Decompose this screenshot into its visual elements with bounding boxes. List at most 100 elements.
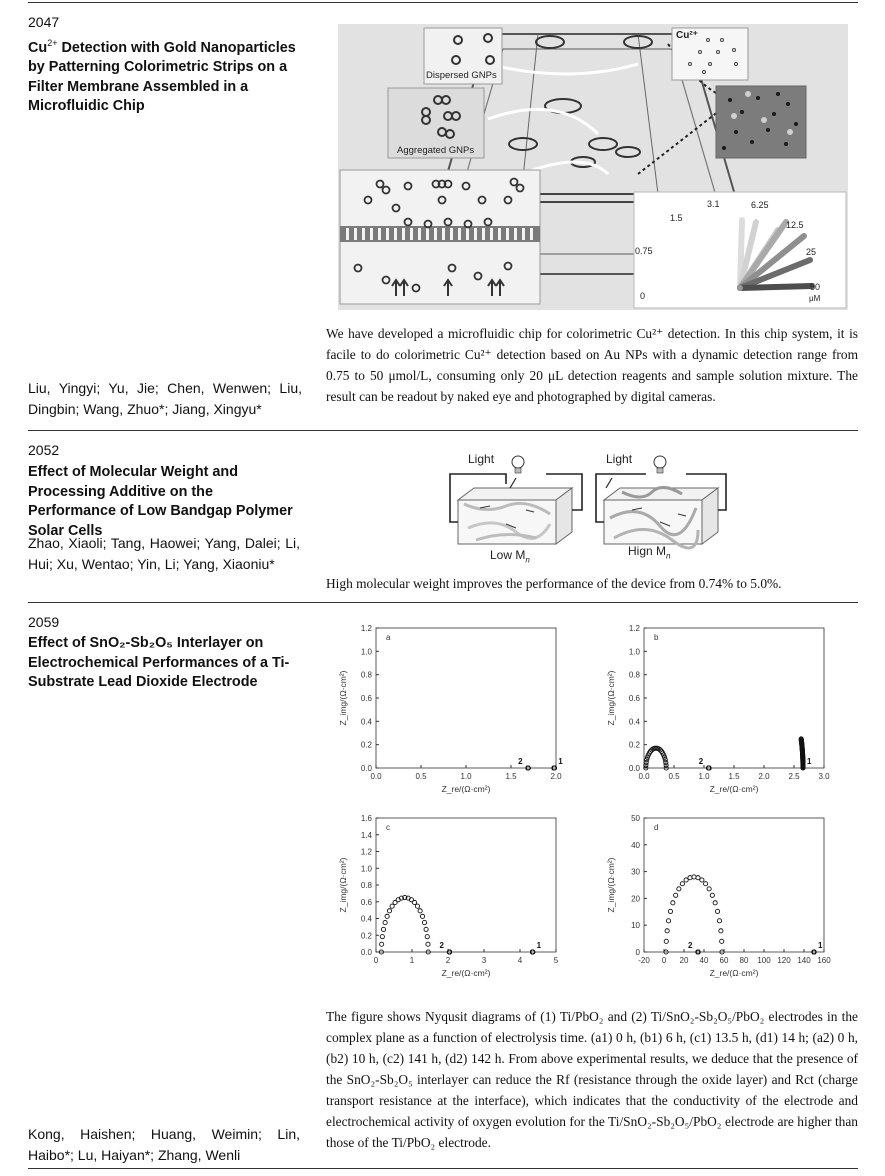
data-point — [643, 759, 649, 765]
light-label-right: Light — [606, 452, 633, 466]
y-tick-label: 1.6 — [361, 814, 373, 823]
data-point — [644, 754, 650, 760]
nyquist-panel-c: 0.0 0.2 0.4 0.6 0.8 1.0 1.2 1.4 1.6 0 1 2 3 4 5 c Z_re/(… — [338, 814, 559, 978]
y-tick-label: 0 — [636, 948, 641, 957]
data-point — [691, 874, 697, 880]
data-point — [392, 899, 398, 906]
x-tick-label: 3.0 — [818, 772, 830, 781]
conc-label-25: 25 — [806, 247, 817, 257]
x-tick-label: 140 — [797, 956, 811, 965]
y-axis-label: Z_img/(Ω·cm²) — [606, 670, 616, 725]
y-tick-label: 0.6 — [361, 694, 373, 703]
data-point — [382, 920, 388, 926]
x-tick-label: 1.0 — [460, 772, 472, 781]
entry-number: 2047 — [28, 14, 60, 30]
data-point — [663, 949, 669, 955]
series-label: 2 — [518, 757, 523, 766]
series-label: 1 — [807, 757, 812, 766]
data-point — [687, 875, 693, 881]
data-point — [712, 900, 718, 906]
entry-title: Effect of SnO₂-Sb₂O₅ Interlayer on Elect… — [28, 635, 290, 690]
y-tick-label: 0.4 — [361, 915, 373, 924]
x-axis-label: Z_re/(Ω·cm²) — [442, 968, 491, 978]
low-mn-label: Low Mn — [490, 548, 530, 565]
x-tick-label: 2 — [446, 956, 451, 965]
data-point — [380, 926, 387, 932]
plot-frame — [643, 817, 825, 953]
conc-label-12-5: 12.5 — [786, 220, 804, 230]
x-axis-label: Z_re/(Ω·cm²) — [710, 968, 759, 978]
plot-frame — [375, 627, 557, 769]
y-tick-label: 0.8 — [361, 671, 373, 680]
data-point — [425, 949, 431, 955]
data-point — [667, 908, 673, 914]
data-point — [695, 949, 701, 955]
panel-label: b — [654, 633, 659, 642]
microfluidic-figure: Dispersed GNPs Aggregated GNPs Cu²⁺ 0 0.… — [338, 24, 848, 310]
data-point — [419, 913, 426, 919]
entry-authors: Liu, Yingyi; Yu, Jie; Chen, Wenwen; Liu,… — [28, 380, 302, 417]
data-point — [718, 928, 724, 934]
x-tick-label: 1.5 — [505, 772, 517, 781]
y-tick-label: 1.0 — [361, 647, 373, 656]
data-point — [424, 934, 430, 940]
x-tick-label: 0.5 — [668, 772, 680, 781]
nyquist-panel-b: 0.0 0.2 0.4 0.6 0.8 1.0 1.2 0.0 0.5 1.0 1.5 2.0 2.5 3… — [606, 624, 830, 794]
data-point — [673, 892, 679, 898]
x-tick-label: 3 — [482, 956, 487, 965]
y-tick-label: 1.2 — [629, 624, 641, 633]
y-tick-label: 0.4 — [629, 717, 641, 726]
y-tick-label: 50 — [631, 814, 640, 823]
x-tick-label: 40 — [700, 956, 709, 965]
series-label: 2 — [439, 941, 444, 950]
data-point — [676, 886, 682, 892]
y-axis-label: Z_img/(Ω·cm²) — [338, 670, 348, 725]
y-axis-label: Z_img/(Ω·cm²) — [606, 857, 616, 912]
y-tick-label: 20 — [631, 894, 640, 903]
data-point — [706, 886, 712, 892]
data-point — [423, 926, 429, 932]
y-tick-label: 0.4 — [361, 717, 373, 726]
entry-description: High molecular weight improves the perfo… — [326, 576, 782, 591]
data-point — [421, 920, 428, 926]
y-tick-label: 0.2 — [629, 741, 641, 750]
nyquist-figure: 0.0 0.2 0.4 0.6 0.8 1.0 1.2 0.0 0.5 1.0 1.5 2.0 a Z_r… — [332, 618, 852, 1000]
x-tick-label: 120 — [777, 956, 791, 965]
x-tick-label: 160 — [817, 956, 831, 965]
y-tick-label: 0.6 — [361, 898, 373, 907]
panel-label: d — [654, 823, 658, 832]
section-divider — [28, 430, 858, 431]
data-point — [425, 941, 431, 947]
data-point — [663, 765, 669, 771]
solar-cell-figure: Light Light Low Mn Hign Mn — [446, 444, 728, 566]
conc-label-1-5: 1.5 — [670, 213, 683, 223]
entry-description: The figure shows Nyqusit diagrams of (1)… — [326, 1009, 858, 1150]
y-tick-label: 1.0 — [629, 647, 641, 656]
data-point — [709, 892, 715, 898]
data-point — [716, 918, 723, 924]
entry-authors: Kong, Haishen; Huang, Weimin; Lin, Haibo… — [28, 1126, 300, 1163]
entry-number: 2059 — [28, 614, 60, 630]
data-point — [402, 895, 408, 901]
conc-label-3-1: 3.1 — [707, 199, 720, 209]
y-tick-label: 1.2 — [361, 848, 373, 857]
data-point — [408, 897, 414, 903]
series-label: 2 — [699, 757, 704, 766]
data-point — [417, 908, 423, 914]
data-point — [644, 757, 650, 763]
data-point — [706, 765, 712, 771]
y-tick-label: 1.4 — [361, 831, 373, 840]
top-rule — [28, 2, 858, 3]
data-point — [411, 899, 418, 906]
conc-label-6-25: 6.25 — [751, 200, 769, 210]
x-tick-label: 0 — [662, 956, 667, 965]
y-axis-label: Z_img/(Ω·cm²) — [338, 857, 348, 912]
x-tick-label: 4 — [518, 956, 523, 965]
data-point — [657, 747, 663, 753]
y-tick-label: 0.2 — [361, 741, 373, 750]
data-point — [643, 762, 649, 768]
data-point — [695, 875, 701, 881]
y-tick-label: 1.0 — [361, 864, 373, 873]
data-point — [800, 765, 806, 771]
x-tick-label: 100 — [757, 956, 771, 965]
